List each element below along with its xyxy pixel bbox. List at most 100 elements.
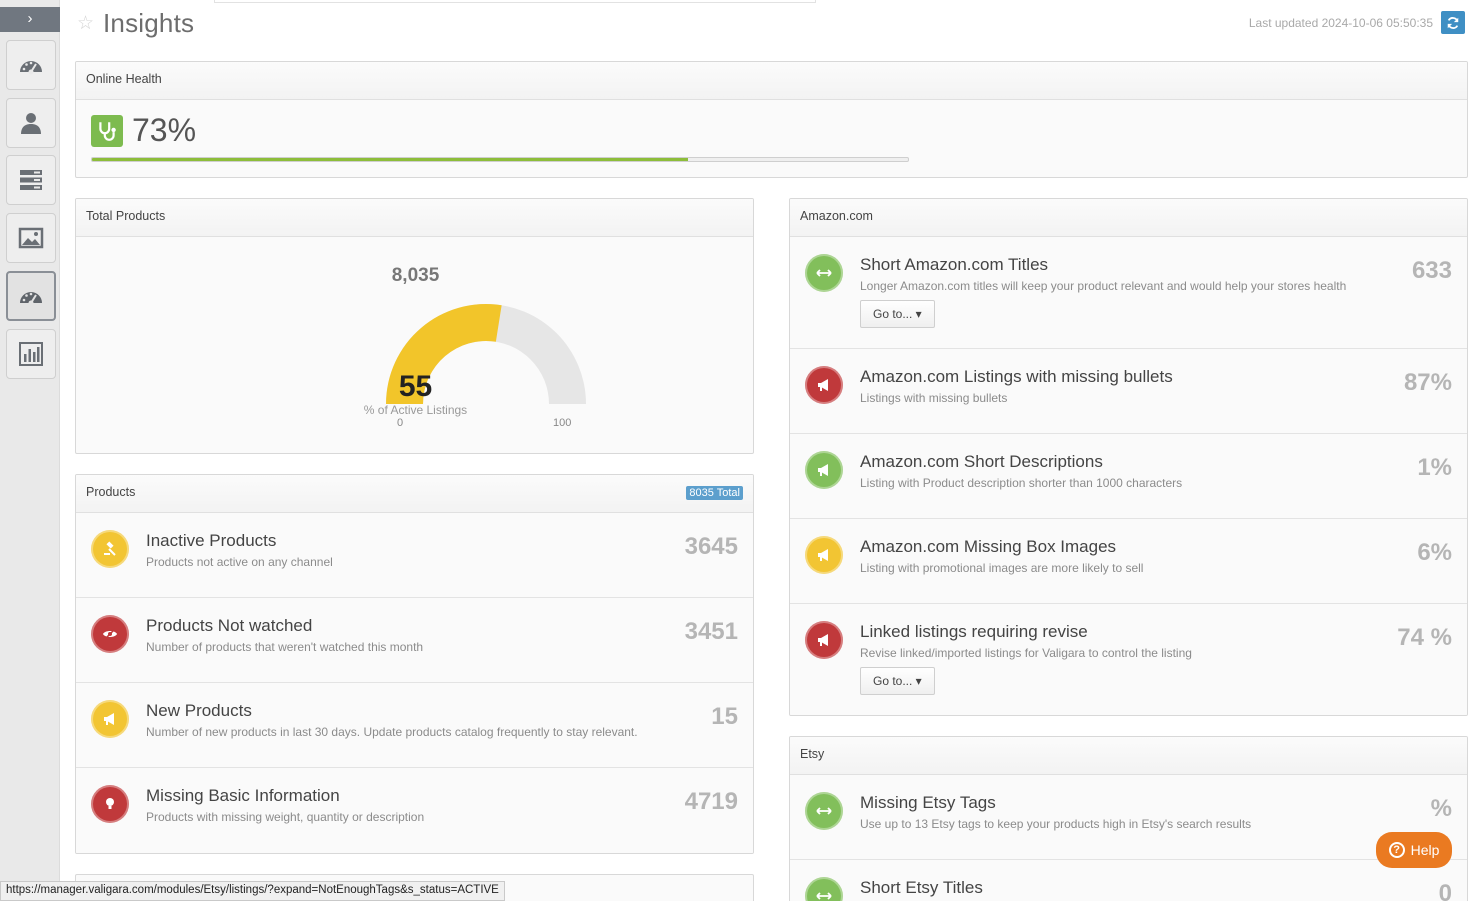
products-row[interactable]: New Products Number of new products in la… — [76, 683, 753, 768]
last-updated-text: Last updated 2024-10-06 05:50:35 — [1248, 16, 1433, 30]
gauge-min-label: 0 — [397, 417, 404, 429]
products-panel-header: Products 8035 Total — [76, 475, 753, 513]
stethoscope-icon — [99, 122, 116, 141]
help-icon: ? — [1388, 842, 1405, 858]
image-icon — [18, 227, 44, 249]
online-health-progress-fill — [92, 158, 688, 161]
megaphone-icon — [805, 451, 843, 489]
products-row-title[interactable]: New Products — [146, 701, 252, 720]
online-health-heading: Online Health — [76, 62, 1467, 100]
amazon-row-value: 6% — [1417, 539, 1452, 566]
list-icon — [20, 170, 42, 190]
total-products-heading: Total Products — [76, 199, 753, 237]
products-row-title[interactable]: Missing Basic Information — [146, 786, 340, 805]
help-button[interactable]: ? Help — [1376, 832, 1452, 868]
etsy-row-title[interactable]: Missing Etsy Tags — [860, 793, 996, 812]
images-nav-button[interactable] — [6, 213, 56, 263]
total-products-panel: Total Products 8,035 55 % of Active List… — [75, 198, 754, 454]
products-total-badge: 8035 Total — [686, 486, 743, 500]
reports-nav-button[interactable] — [6, 329, 56, 379]
products-panel: Products 8035 Total Inactive Products Pro… — [75, 474, 754, 854]
products-row-value: 3645 — [684, 533, 738, 560]
amazon-row-title[interactable]: Linked listings requiring revise — [860, 622, 1088, 641]
goto-dropdown-button[interactable]: Go to... ▾ — [860, 300, 935, 328]
top-search-area — [214, 0, 816, 3]
arrows-horizontal-icon — [805, 792, 843, 830]
gauge-value: 55 — [398, 370, 433, 403]
online-health-body: 73% — [76, 100, 1467, 177]
products-row-description: Number of new products in last 30 days. … — [146, 725, 638, 739]
products-row[interactable]: Inactive Products Products not active on … — [76, 513, 753, 598]
products-row-title[interactable]: Products Not watched — [146, 616, 313, 635]
listings-nav-button[interactable] — [6, 155, 56, 205]
amazon-row-value: 633 — [1411, 257, 1452, 284]
amazon-row-title[interactable]: Amazon.com Missing Box Images — [860, 537, 1117, 556]
products-row-value: 4719 — [684, 788, 738, 815]
megaphone-icon — [91, 700, 129, 738]
amazon-row-value: 87% — [1403, 369, 1452, 396]
insights-gauge-icon — [20, 292, 42, 306]
amazon-panel: Amazon.com Short Amazon.com Titles Longer… — [789, 198, 1468, 716]
etsy-row-description: Use up to 13 Etsy tags to keep your prod… — [860, 817, 1252, 831]
amazon-row-title[interactable]: Amazon.com Short Descriptions — [860, 452, 1103, 471]
etsy-heading: Etsy — [790, 737, 1467, 775]
expand-sidebar-button[interactable]: › — [0, 7, 60, 32]
amazon-row[interactable]: Linked listings requiring revise Revise l… — [790, 604, 1467, 715]
products-heading: Products — [86, 485, 136, 499]
total-products-count: 8,035 — [391, 265, 440, 286]
gauge-caption: % of Active Listings — [363, 403, 468, 417]
lightbulb-icon — [91, 785, 129, 823]
etsy-row-value: % — [1430, 795, 1452, 822]
eye-slash-icon — [91, 615, 129, 653]
gauge-area: 8,035 55 % of Active Listings 0 100 — [76, 199, 753, 453]
gavel-icon — [91, 530, 129, 568]
amazon-row-value: 74 % — [1397, 624, 1452, 651]
amazon-heading: Amazon.com — [790, 199, 1467, 237]
amazon-row[interactable]: Amazon.com Missing Box Images Listing wit… — [790, 519, 1467, 604]
etsy-row[interactable]: Missing Etsy Tags Use up to 13 Etsy tags … — [790, 775, 1467, 860]
amazon-row-value: 1% — [1417, 454, 1452, 481]
health-badge — [91, 115, 123, 147]
favorite-star-icon[interactable]: ☆ — [77, 13, 95, 34]
products-row-description: Products not active on any channel — [146, 555, 333, 569]
megaphone-icon — [805, 621, 843, 659]
online-health-progress — [91, 157, 909, 162]
dashboard-icon — [20, 61, 42, 75]
gauge-max-label: 100 — [553, 417, 572, 429]
gauge-fill — [386, 304, 502, 404]
amazon-row-description: Listings with missing bullets — [860, 391, 1008, 405]
refresh-icon — [1447, 16, 1459, 29]
etsy-row-value: 0 — [1438, 880, 1452, 901]
amazon-row-description: Revise linked/imported listings for Vali… — [860, 646, 1192, 660]
arrows-horizontal-icon — [805, 254, 843, 292]
sidebar-rail: › — [0, 0, 60, 901]
dashboard-nav-button[interactable] — [6, 40, 56, 90]
bar-chart-icon — [19, 342, 43, 366]
amazon-row-description: Listing with Product description shorter… — [860, 476, 1183, 490]
products-row[interactable]: Missing Basic Information Products with m… — [76, 768, 753, 853]
products-row-description: Products with missing weight, quantity o… — [146, 810, 425, 824]
amazon-row[interactable]: Amazon.com Listings with missing bullets… — [790, 349, 1467, 434]
amazon-row-title[interactable]: Short Amazon.com Titles — [860, 255, 1049, 274]
megaphone-icon — [805, 536, 843, 574]
amazon-row[interactable]: Short Amazon.com Titles Longer Amazon.com… — [790, 237, 1467, 349]
products-row[interactable]: Products Not watched Number of products t… — [76, 598, 753, 683]
active-listings-gauge — [386, 304, 586, 404]
amazon-row-title[interactable]: Amazon.com Listings with missing bullets — [860, 367, 1173, 386]
amazon-row[interactable]: Amazon.com Short Descriptions Listing wit… — [790, 434, 1467, 519]
products-row-title[interactable]: Inactive Products — [146, 531, 277, 550]
status-bar-url: https://manager.valigara.com/modules/Ets… — [0, 881, 505, 901]
insights-nav-button[interactable] — [6, 271, 56, 321]
users-nav-button[interactable] — [6, 98, 56, 148]
online-health-value: 73% — [132, 112, 197, 148]
etsy-row[interactable]: Short Etsy Titles 0 — [790, 860, 1467, 901]
refresh-button[interactable] — [1441, 11, 1465, 34]
etsy-row-title[interactable]: Short Etsy Titles — [860, 878, 983, 897]
products-row-value: 3451 — [684, 618, 738, 645]
user-icon — [21, 113, 41, 134]
etsy-panel: Etsy Missing Etsy Tags Use up to 13 Etsy … — [789, 736, 1468, 901]
goto-dropdown-button[interactable]: Go to... ▾ — [860, 667, 935, 695]
amazon-row-description: Listing with promotional images are more… — [860, 561, 1144, 575]
amazon-row-description: Longer Amazon.com titles will keep your … — [860, 279, 1347, 293]
products-row-description: Number of products that weren't watched … — [146, 640, 424, 654]
